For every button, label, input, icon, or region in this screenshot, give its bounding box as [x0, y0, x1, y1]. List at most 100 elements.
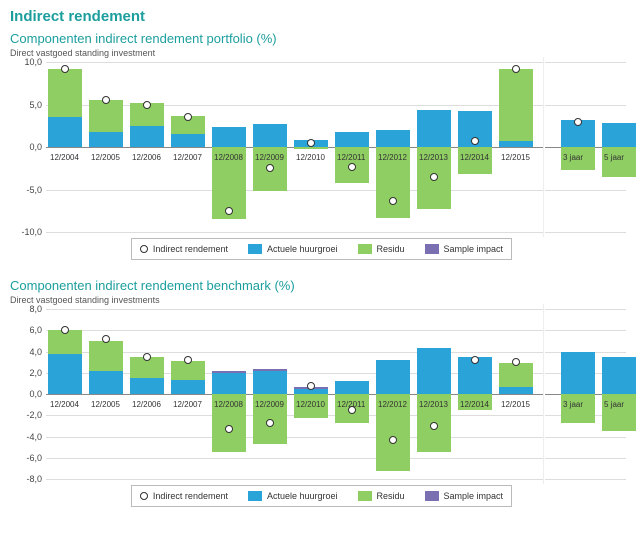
legend-huurgroei: Actuele huurgroei	[248, 244, 338, 254]
bar-segment	[48, 69, 82, 117]
legend-label: Actuele huurgroei	[267, 244, 338, 254]
bar-column: 12/2013	[417, 309, 451, 479]
ytick-label: -8,0	[26, 474, 46, 484]
legend-residu: Residu	[358, 491, 405, 501]
xcat-label: 12/2006	[132, 153, 161, 162]
legend-sample: Sample impact	[425, 491, 504, 501]
bar-segment	[602, 123, 636, 147]
bar-column: 12/2008	[212, 62, 246, 232]
indirect-marker-icon	[348, 406, 356, 414]
bar-column: 12/2009	[253, 309, 287, 479]
xcat-label: 12/2007	[173, 400, 202, 409]
indirect-marker-icon	[102, 335, 110, 343]
bar-column: 12/2006	[130, 309, 164, 479]
bar-segment	[130, 126, 164, 147]
indirect-marker-icon	[512, 65, 520, 73]
legend-label: Indirect rendement	[153, 491, 228, 501]
bar-column: 12/2006	[130, 62, 164, 232]
chart1-block: Componenten indirect rendement portfolio…	[10, 31, 633, 260]
xcat-label: 12/2006	[132, 400, 161, 409]
bar-column: 12/2015	[499, 309, 533, 479]
indirect-marker-icon	[225, 207, 233, 215]
swatch-icon	[248, 244, 262, 254]
indirect-marker-icon	[102, 96, 110, 104]
indirect-marker-icon	[225, 425, 233, 433]
xcat-label: 12/2008	[214, 153, 243, 162]
xcat-label: 12/2013	[419, 400, 448, 409]
bar-column: 12/2011	[335, 62, 369, 232]
xcat-label: 12/2015	[501, 153, 530, 162]
ytick-label: -2,0	[26, 410, 46, 420]
xcat-label: 12/2014	[460, 153, 489, 162]
bar-column: 3 jaar	[561, 62, 595, 232]
main-title: Indirect rendement	[10, 8, 633, 25]
legend-sample: Sample impact	[425, 244, 504, 254]
xcat-label: 12/2012	[378, 153, 407, 162]
bar-column: 12/2011	[335, 309, 369, 479]
bar-column: 12/2013	[417, 62, 451, 232]
indirect-marker-icon	[61, 65, 69, 73]
ytick-label: -4,0	[26, 432, 46, 442]
legend-label: Indirect rendement	[153, 244, 228, 254]
bar-column: 12/2005	[89, 309, 123, 479]
ytick-label: -5,0	[26, 185, 46, 195]
bar-column: 12/2012	[376, 62, 410, 232]
swatch-icon	[425, 244, 439, 254]
xcat-label: 12/2010	[296, 400, 325, 409]
bar-segment	[499, 363, 533, 386]
xcat-label: 12/2012	[378, 400, 407, 409]
bar-column: 3 jaar	[561, 309, 595, 479]
ytick-label: 6,0	[29, 325, 46, 335]
bar-segment	[130, 378, 164, 394]
xcat-label: 12/2010	[296, 153, 325, 162]
xcat-label: 12/2014	[460, 400, 489, 409]
chart2-legend: Indirect rendement Actuele huurgroei Res…	[131, 485, 512, 507]
indirect-marker-icon	[143, 101, 151, 109]
legend-indirect: Indirect rendement	[140, 244, 228, 254]
ytick-label: 4,0	[29, 347, 46, 357]
bar-column: 12/2008	[212, 309, 246, 479]
indirect-marker-icon	[348, 163, 356, 171]
swatch-icon	[358, 244, 372, 254]
indirect-marker-icon	[389, 197, 397, 205]
bar-column: 12/2012	[376, 309, 410, 479]
ytick-label: 2,0	[29, 368, 46, 378]
swatch-icon	[358, 491, 372, 501]
bar-column: 12/2005	[89, 62, 123, 232]
bar-segment	[417, 348, 451, 394]
bar-segment	[212, 373, 246, 394]
xcat-label: 12/2009	[255, 400, 284, 409]
bar-segment	[89, 100, 123, 131]
chart1-legend: Indirect rendement Actuele huurgroei Res…	[131, 238, 512, 260]
legend-label: Residu	[377, 244, 405, 254]
chart2-block: Componenten indirect rendement benchmark…	[10, 278, 633, 507]
legend-residu: Residu	[358, 244, 405, 254]
bar-column: 12/2014	[458, 62, 492, 232]
bar-column: 12/2010	[294, 309, 328, 479]
indirect-marker-icon	[61, 326, 69, 334]
bar-segment	[89, 132, 123, 147]
chart1-subtitle: Direct vastgoed standing investment	[10, 48, 633, 58]
bar-column: 12/2014	[458, 309, 492, 479]
ytick-label: 5,0	[29, 100, 46, 110]
bar-segment	[48, 117, 82, 147]
circle-marker-icon	[140, 492, 148, 500]
xcat-label: 12/2004	[50, 400, 79, 409]
xcat-label: 3 jaar	[563, 153, 583, 162]
legend-indirect: Indirect rendement	[140, 491, 228, 501]
legend-huurgroei: Actuele huurgroei	[248, 491, 338, 501]
bar-column: 5 jaar	[602, 309, 636, 479]
bar-column: 12/2009	[253, 62, 287, 232]
xcat-label: 12/2011	[337, 153, 365, 162]
indirect-marker-icon	[471, 356, 479, 364]
bar-column: 12/2004	[48, 309, 82, 479]
ytick-label: 0,0	[29, 142, 46, 152]
bar-segment	[417, 110, 451, 147]
xcat-label: 12/2013	[419, 153, 448, 162]
legend-label: Residu	[377, 491, 405, 501]
ytick-label: 0,0	[29, 389, 46, 399]
xcat-label: 5 jaar	[604, 400, 624, 409]
bar-column: 12/2010	[294, 62, 328, 232]
bar-column: 5 jaar	[602, 62, 636, 232]
indirect-marker-icon	[471, 137, 479, 145]
